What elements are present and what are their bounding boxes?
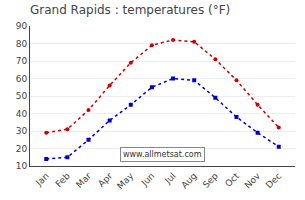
svg-text:70: 70 <box>16 56 28 66</box>
svg-text:Aug: Aug <box>179 171 199 191</box>
svg-text:Mar: Mar <box>74 171 93 190</box>
svg-text:80: 80 <box>16 39 28 49</box>
svg-text:40: 40 <box>16 109 28 119</box>
svg-text:10: 10 <box>16 161 28 171</box>
svg-text:90: 90 <box>16 21 28 31</box>
svg-text:30: 30 <box>16 126 28 136</box>
svg-text:Nov: Nov <box>243 170 263 190</box>
svg-text:60: 60 <box>16 74 28 84</box>
svg-text:Jun: Jun <box>139 171 157 189</box>
svg-text:Jul: Jul <box>162 171 177 186</box>
svg-text:20: 20 <box>16 144 28 154</box>
svg-text:50: 50 <box>16 91 28 101</box>
svg-text:Oct: Oct <box>223 170 241 188</box>
svg-text:Sep: Sep <box>201 171 220 190</box>
svg-text:Jan: Jan <box>33 171 51 189</box>
svg-text:Apr: Apr <box>96 171 114 189</box>
svg-text:Dec: Dec <box>264 171 283 190</box>
svg-text:Grand Rapids : temperatures (°: Grand Rapids : temperatures (°F) <box>30 3 230 17</box>
svg-text:www.allmetsat.com: www.allmetsat.com <box>123 150 202 159</box>
svg-text:May: May <box>115 170 136 191</box>
svg-text:Feb: Feb <box>54 171 73 190</box>
